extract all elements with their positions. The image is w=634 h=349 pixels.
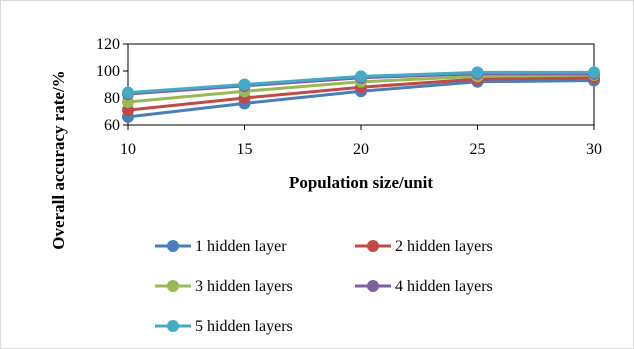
series-5 [122, 66, 600, 99]
legend-label: 2 hidden layers [395, 238, 493, 255]
x-tick-label: 20 [353, 141, 369, 158]
y-tick-label: 120 [96, 36, 120, 53]
legend: 1 hidden layer 2 hidden layers 3 hidden la… [155, 238, 493, 335]
legend-marker [367, 280, 379, 292]
legend-marker [367, 240, 379, 252]
x-tick-label: 25 [470, 141, 486, 158]
legend-item: 5 hidden layers [155, 318, 293, 335]
legend-marker [167, 320, 179, 332]
x-tick-label: 30 [586, 141, 602, 158]
x-tick-label: 10 [120, 141, 136, 158]
y-axis-title: Overall accuracy rate/% [49, 70, 68, 249]
legend-marker [167, 240, 179, 252]
data-point [238, 78, 251, 91]
data-point [588, 66, 600, 79]
legend-item: 4 hidden layers [355, 278, 493, 295]
legend-label: 1 hidden layer [195, 238, 287, 255]
data-point [471, 66, 484, 79]
y-tick-label: 100 [96, 63, 120, 80]
x-tick-label: 15 [237, 141, 253, 158]
data-point [355, 70, 367, 83]
y-tick-label: 60 [104, 117, 120, 134]
data-point [122, 86, 134, 99]
legend-item: 1 hidden layer [155, 238, 287, 255]
x-axis-title: Population size/unit [289, 173, 433, 192]
legend-marker [167, 280, 179, 292]
legend-label: 5 hidden layers [195, 318, 293, 335]
y-tick-label: 80 [104, 90, 120, 107]
legend-item: 2 hidden layers [355, 238, 493, 255]
legend-label: 4 hidden layers [395, 278, 493, 295]
legend-item: 3 hidden layers [155, 278, 293, 295]
legend-label: 3 hidden layers [195, 278, 293, 295]
